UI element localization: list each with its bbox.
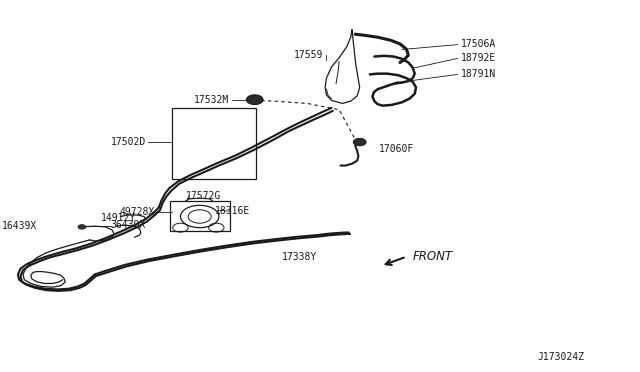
Text: 14912Y: 14912Y (101, 213, 136, 222)
Text: 16439X: 16439X (2, 221, 37, 231)
Bar (170, 201, 230, 231)
Text: 18791N: 18791N (461, 69, 496, 78)
Circle shape (353, 138, 366, 146)
Text: FRONT: FRONT (413, 250, 453, 263)
Text: 17506A: 17506A (461, 39, 496, 49)
Text: 17338Y: 17338Y (282, 252, 317, 262)
Text: 17532M: 17532M (194, 95, 229, 105)
Text: 18792E: 18792E (461, 53, 496, 62)
Text: 17502D: 17502D (111, 137, 146, 147)
Text: 49728X: 49728X (120, 207, 155, 217)
Circle shape (246, 95, 263, 105)
Text: 17559: 17559 (294, 50, 323, 60)
Circle shape (78, 225, 86, 229)
Text: J173024Z: J173024Z (538, 352, 584, 362)
Text: 18316E: 18316E (214, 206, 250, 216)
Text: 17060F: 17060F (379, 144, 414, 154)
Text: 17572G: 17572G (186, 191, 221, 201)
Text: 36439X: 36439X (111, 220, 146, 230)
Bar (172, 108, 256, 179)
